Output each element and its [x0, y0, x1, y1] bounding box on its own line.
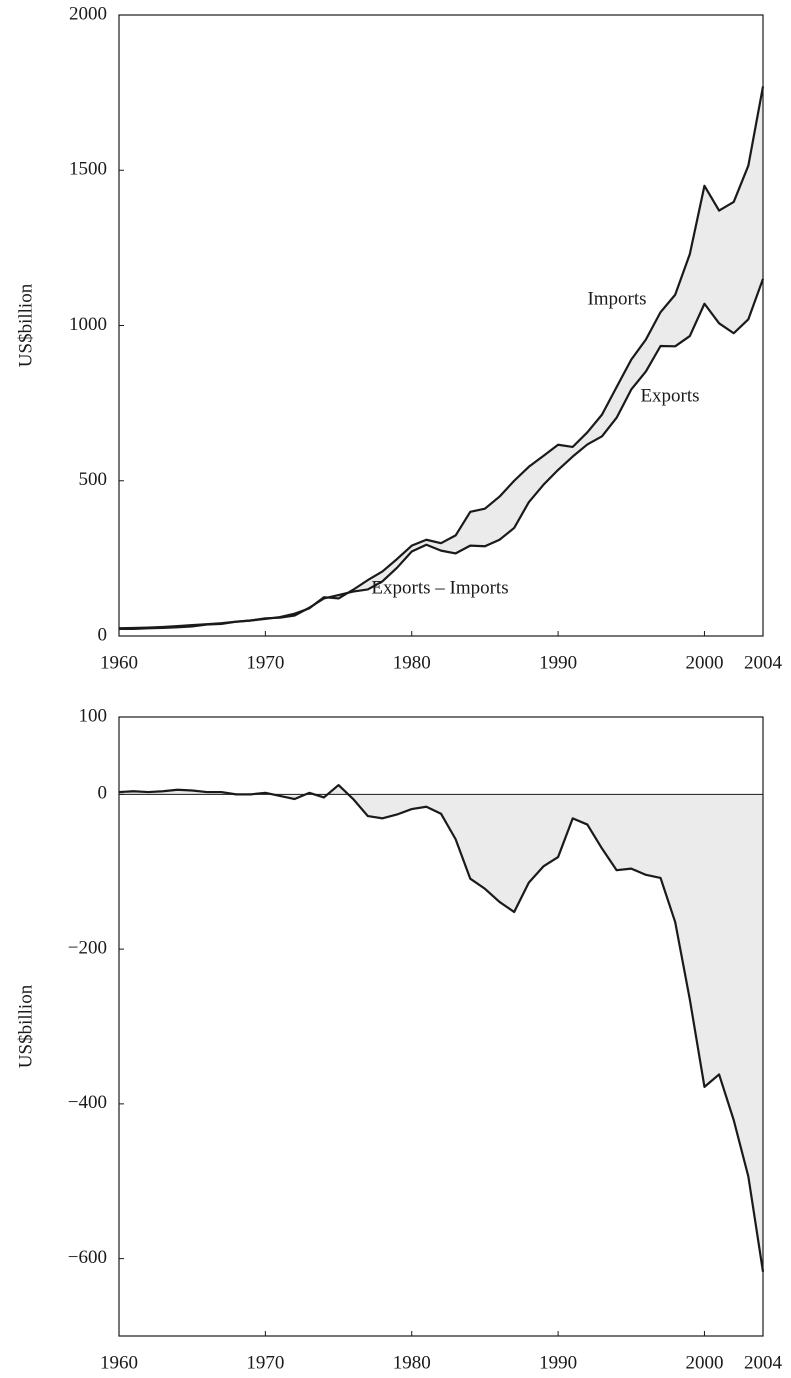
- y-axis-label: US$billion: [15, 984, 36, 1068]
- y-tick-label: 500: [79, 469, 108, 490]
- x-tick-label: 1980: [393, 652, 431, 673]
- x-tick-label: 1960: [100, 1352, 138, 1373]
- series-label: Exports – Imports: [371, 577, 508, 598]
- y-tick-label: −400: [68, 1092, 107, 1113]
- x-tick-label: 2004: [744, 1352, 783, 1373]
- x-tick-label: 1990: [539, 1352, 577, 1373]
- series-line: [118, 783, 765, 1272]
- series-label: Imports: [587, 288, 646, 309]
- series-line: [118, 278, 765, 630]
- x-tick-label: 1970: [246, 1352, 284, 1373]
- y-tick-label: −600: [68, 1247, 107, 1268]
- y-tick-label: 2000: [69, 3, 107, 24]
- y-tick-label: 1000: [69, 314, 107, 335]
- x-tick-label: 1970: [246, 652, 284, 673]
- series-label: Exports: [640, 385, 699, 406]
- y-tick-label: 0: [98, 624, 108, 645]
- x-tick-label: 2000: [685, 1352, 723, 1373]
- plot-frame: [118, 716, 764, 1337]
- y-tick-label: −200: [68, 937, 107, 958]
- x-tick-label: 1990: [539, 652, 577, 673]
- x-tick-label: 2004: [744, 652, 783, 673]
- y-axis-label: US$billion: [15, 283, 36, 367]
- y-tick-label: 0: [98, 783, 108, 804]
- x-tick-label: 1980: [393, 1352, 431, 1373]
- y-tick-label: 1500: [69, 159, 107, 180]
- x-tick-label: 1960: [100, 652, 138, 673]
- gap-fill: [119, 785, 763, 1272]
- x-tick-label: 2000: [685, 652, 723, 673]
- y-tick-label: 100: [79, 705, 108, 726]
- gap-fill: [119, 86, 763, 629]
